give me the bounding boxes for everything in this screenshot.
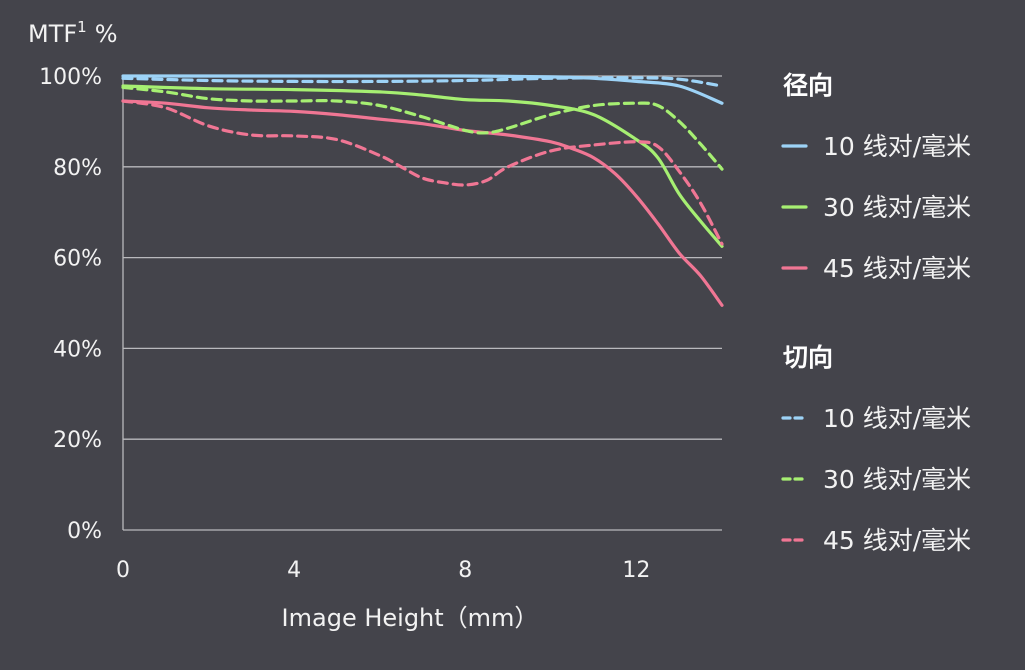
legend-entry-label: 30 线对/毫米 [823, 465, 971, 494]
y-tick-label: 80% [53, 156, 102, 181]
axes: 0% 20% 40% 60% 80% 100% 0 4 8 12 Image Height（mm） M… [28, 18, 650, 632]
x-tick-label: 4 [287, 558, 301, 583]
y-axis-title-unit: % [95, 20, 118, 48]
series-line-tangential-5 [121, 99, 724, 246]
legend-entry-label: 10 线对/毫米 [823, 404, 971, 433]
y-axis-title-superscript: 1 [77, 18, 87, 36]
series-line-tangential-4 [121, 85, 724, 171]
y-axis-title: MTF1% [28, 18, 118, 48]
y-axis-title-main: MTF [28, 20, 77, 48]
legend-group-title: 切向 [783, 343, 833, 372]
series-line-radial-0 [121, 74, 724, 105]
x-tick-label: 8 [458, 558, 472, 583]
y-tick-label: 20% [53, 428, 102, 453]
y-tick-label: 0% [67, 519, 102, 544]
x-axis-title: Image Height（mm） [282, 604, 539, 632]
legend-entry-label: 30 线对/毫米 [823, 193, 971, 222]
legend-entry-label: 45 线对/毫米 [823, 254, 971, 283]
y-tick-label: 40% [53, 337, 102, 362]
series-line-tangential-3 [121, 76, 724, 88]
x-tick-label: 12 [622, 558, 650, 583]
gridlines [122, 75, 722, 531]
legend-entry-label: 10 线对/毫米 [823, 132, 971, 161]
series-line-radial-2 [121, 99, 724, 307]
series-line-radial-1 [121, 84, 724, 248]
legend-group-title: 径向 [783, 71, 833, 100]
y-tick-label: 100% [39, 65, 102, 90]
legend-entry-label: 45 线对/毫米 [823, 526, 971, 555]
y-tick-label: 60% [53, 247, 102, 272]
series-lines [121, 74, 724, 307]
x-tick-label: 0 [116, 558, 130, 583]
